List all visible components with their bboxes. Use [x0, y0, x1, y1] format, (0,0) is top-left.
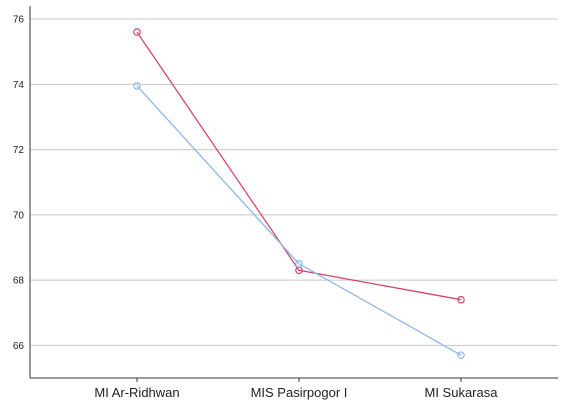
y-tick-label: 72: [13, 145, 25, 156]
y-tick-label: 66: [13, 341, 25, 352]
x-tick-label: MI Ar-Ridhwan: [94, 385, 179, 400]
series-points: [133, 28, 465, 359]
series-2-point: [457, 351, 465, 359]
y-tick-label: 70: [13, 210, 25, 221]
series-2-point: [133, 82, 141, 90]
series-2-point: [295, 259, 303, 268]
axes: [29, 6, 558, 379]
x-tick-label: MI Sukarasa: [425, 385, 499, 400]
series-lines: [136, 31, 462, 356]
x-tick-label: MIS Pasirpogor I: [251, 385, 348, 400]
y-tick-labels: 66 68 70 72 74 76: [13, 15, 25, 352]
series-line-2: [136, 85, 462, 356]
series-1-point: [133, 28, 141, 36]
series-1-point: [457, 295, 465, 304]
series-line-1: [136, 31, 462, 301]
gridlines: [30, 18, 558, 346]
y-tick-label: 74: [13, 80, 25, 91]
y-tick-label: 76: [13, 15, 25, 26]
x-tick-labels: MI Ar-Ridhwan MIS Pasirpogor I MI Sukarasa: [94, 378, 498, 400]
series-1-point: [295, 266, 303, 275]
y-tick-label: 68: [13, 276, 25, 287]
